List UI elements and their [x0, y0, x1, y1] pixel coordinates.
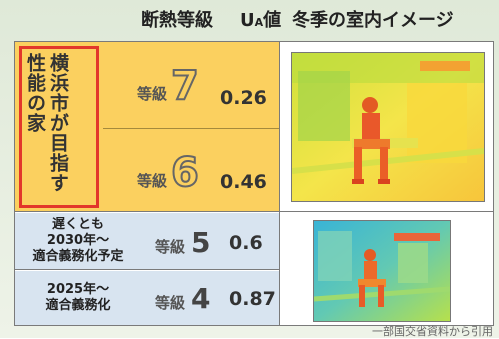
- thermal-illustration: [314, 221, 450, 321]
- ua-value-4: 0.87: [229, 288, 276, 310]
- grade-label: 等級: [137, 172, 168, 190]
- note-line: 適合義務化: [45, 298, 111, 313]
- grade-5-note: 遅くとも 2030年～ 適合義務化予定: [19, 217, 137, 265]
- header-image: 冬季の室内イメージ: [292, 10, 454, 31]
- grade-number: 7: [170, 63, 200, 109]
- yokohama-target-box: 横浜市が目指す性能の家: [19, 46, 99, 208]
- note-line: 2030年～: [46, 233, 110, 248]
- grade-4-note: 2025年～ 適合義務化: [19, 282, 137, 314]
- row-divider: [15, 269, 279, 270]
- ua-value-6: 0.46: [220, 171, 267, 193]
- grade-number: 5: [191, 226, 211, 259]
- grade-6: 等級 6: [137, 150, 200, 196]
- grade-7: 等級 7: [137, 63, 200, 109]
- grade-number: 4: [191, 282, 211, 315]
- column-divider: [279, 42, 280, 325]
- grade-number: 6: [170, 150, 200, 196]
- thermal-image-high-grade: [291, 52, 485, 202]
- ua-value-5: 0.6: [229, 232, 263, 254]
- grade-4-row: [15, 271, 279, 325]
- note-line: 遅くとも: [51, 217, 104, 232]
- note-line: 2025年～: [46, 282, 110, 297]
- grade-5: 等級 5: [155, 226, 211, 259]
- header-ua: UA値: [240, 10, 282, 31]
- grade-label: 等級: [155, 238, 186, 256]
- grade-divider: [103, 128, 279, 129]
- insulation-table: 横浜市が目指す性能の家 等級 7 0.26 等級 6 0.46 遅くとも 203…: [14, 41, 494, 326]
- thermal-image-low-grade: [313, 220, 451, 322]
- row-divider: [15, 211, 493, 212]
- grade-4: 等級 4: [155, 282, 211, 315]
- ua-value-7: 0.26: [220, 87, 267, 109]
- note-line: 適合義務化予定: [32, 249, 124, 264]
- grade-5-row: [15, 213, 279, 269]
- yokohama-label: 横浜市が目指す性能の家: [24, 53, 69, 193]
- source-note: 一部国交省資料から引用: [372, 325, 493, 338]
- header-grade: 断熱等級: [141, 10, 213, 31]
- thermal-illustration: [292, 53, 484, 201]
- grade-label: 等級: [155, 294, 186, 312]
- grade-label: 等級: [137, 85, 168, 103]
- table-header: 断熱等級 UA値 冬季の室内イメージ: [0, 6, 499, 36]
